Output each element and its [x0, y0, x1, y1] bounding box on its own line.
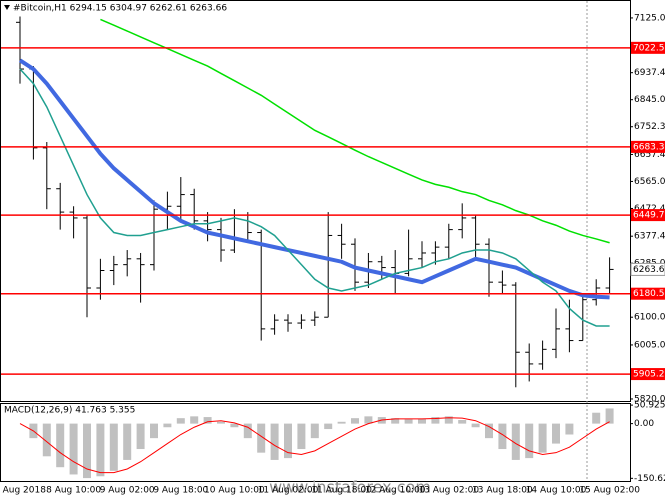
macd-title: MACD(12,26,9) 41.763 5.355	[4, 406, 135, 416]
macd-bar	[217, 421, 225, 424]
y-tick-label: 50.925	[634, 401, 665, 411]
macd-bar	[525, 423, 534, 459]
level-label: 7022.57	[633, 43, 665, 53]
y-tick-label: 6565.00	[634, 177, 665, 187]
level-label-box	[631, 287, 665, 300]
macd-bar	[458, 419, 467, 424]
x-tick-label: 13 Aug 02:00	[418, 486, 479, 496]
indicator-line	[18, 58, 610, 300]
macd-bar	[96, 423, 105, 477]
macd-bar	[163, 423, 172, 428]
macd-bar	[605, 408, 614, 424]
x-tick-label: 13 Aug 18:00	[472, 486, 533, 496]
y-tick-label: 0.00	[634, 419, 654, 429]
macd-bar	[284, 423, 292, 459]
level-label-box	[631, 368, 665, 381]
macd-bar	[511, 423, 520, 460]
y-tick-label: 6377.45	[634, 232, 665, 242]
macd-bar	[230, 423, 239, 428]
x-tick-label: 15 Aug 02:00	[579, 486, 640, 496]
y-tick-label: 5820.00	[634, 394, 665, 404]
macd-bar	[42, 423, 51, 457]
symbol-icon	[4, 5, 10, 10]
macd-bar	[83, 423, 91, 479]
y-tick-label: 6845.00	[634, 95, 665, 105]
macd-bar	[404, 419, 413, 424]
y-tick-label: 6100.00	[634, 313, 665, 323]
y-tick-label: 6657.40	[634, 150, 665, 160]
macd-bar	[364, 416, 373, 424]
macd-bar	[203, 417, 212, 424]
macd-bar	[391, 418, 400, 424]
macd-bar	[257, 423, 266, 453]
level-label: 6683.32	[633, 142, 665, 152]
y-tick-label: -150.628	[634, 474, 665, 484]
macd-bar	[552, 423, 560, 444]
x-tick-label: 11 Aug 18:00	[311, 486, 372, 496]
macd-bar	[243, 423, 252, 439]
macd-bar	[565, 423, 574, 435]
y-tick-label: 7125.00	[634, 13, 665, 23]
watermark: www.instaforex.com	[269, 478, 431, 497]
y-tick-label: 6752.35	[634, 122, 665, 132]
macd-bar	[337, 421, 346, 424]
macd-bar	[418, 418, 426, 424]
macd-bar	[150, 423, 158, 439]
x-tick-label: 10 Aug 10:00	[204, 486, 265, 496]
x-tick-label: 9 Aug 02:00	[100, 486, 155, 496]
macd-bar	[471, 423, 480, 428]
macd-bar	[351, 418, 359, 424]
macd-bar	[297, 423, 306, 450]
macd-bar	[324, 423, 333, 430]
x-tick-label: 7 Aug 2018	[0, 486, 46, 496]
y-tick-label: 6937.45	[634, 68, 665, 78]
macd-bar	[136, 423, 145, 450]
macd-bar	[109, 423, 118, 471]
level-label: 6180.53	[633, 289, 665, 299]
level-label-box	[631, 41, 665, 54]
level-label-box	[631, 140, 665, 153]
macd-bar	[538, 423, 547, 453]
x-tick-label: 9 Aug 18:00	[153, 486, 208, 496]
macd-bar	[190, 416, 199, 424]
y-tick-label: 6472.40	[634, 204, 665, 214]
macd-bar	[69, 423, 78, 475]
macd-bar	[123, 423, 132, 460]
macd-bar	[176, 418, 185, 424]
macd-bar	[485, 423, 493, 439]
macd-bar	[56, 423, 65, 468]
macd-bar	[592, 412, 601, 424]
x-tick-label: 8 Aug 10:00	[46, 486, 101, 496]
macd-bar	[310, 423, 319, 439]
last-price-label: 6263.66	[633, 265, 665, 275]
level-label: 5905.22	[633, 370, 665, 380]
last-price-box	[630, 262, 665, 276]
chart-title: #Bitcoin,H1 6294.15 6304.97 6262.61 6263…	[13, 4, 227, 14]
indicator-line	[19, 417, 610, 474]
x-tick-label: 12 Aug 10:00	[365, 486, 426, 496]
macd-bar	[444, 416, 453, 424]
level-label: 6449.72	[633, 211, 665, 221]
x-tick-label: 14 Aug 10:00	[526, 486, 587, 496]
macd-bar	[431, 417, 440, 424]
level-label-box	[631, 209, 665, 222]
y-tick-label: 6005.00	[634, 340, 665, 350]
price-frame	[0, 0, 631, 402]
macd-bar	[498, 423, 507, 450]
indicator-line	[19, 68, 610, 327]
macd-frame	[0, 403, 631, 482]
x-tick-label: 11 Aug 02:00	[258, 486, 319, 496]
indicator-line	[100, 18, 610, 244]
macd-bar	[270, 423, 279, 460]
